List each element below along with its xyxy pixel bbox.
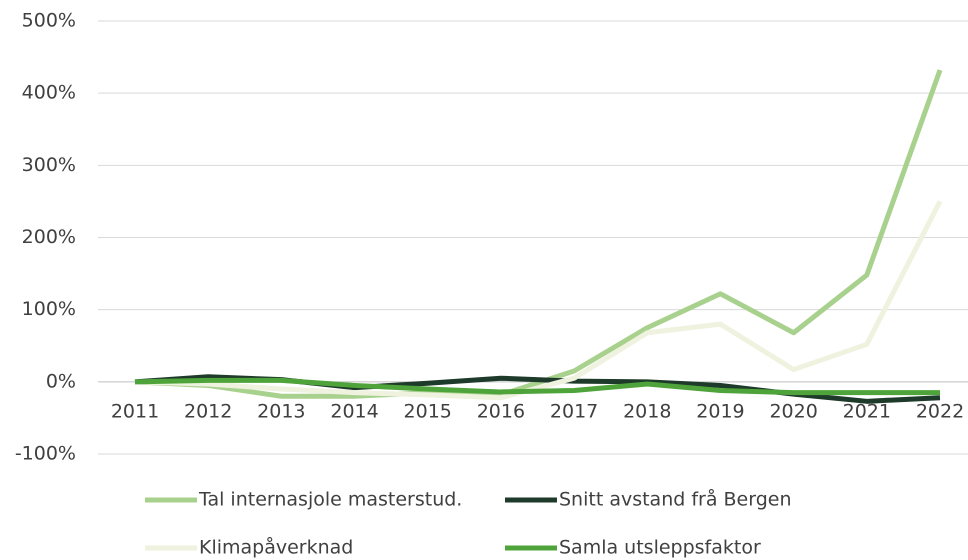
x-tick-label: 2011: [111, 401, 159, 423]
line-series: [134, 69, 943, 399]
x-tick-label: 2022: [916, 401, 964, 423]
y-tick-label: 0%: [46, 370, 76, 392]
x-tick-label: 2020: [769, 401, 817, 423]
x-tick-label: 2013: [257, 401, 305, 423]
legend-label: Tal internasjole masterstud.: [198, 489, 462, 511]
x-tick-label: 2012: [184, 401, 232, 423]
legend-label: Samla utsleppsfaktor: [559, 537, 761, 559]
x-tick-label: 2021: [843, 401, 891, 423]
y-tick-label: 200%: [22, 226, 76, 248]
y-tick-label: 400%: [22, 82, 76, 104]
x-tick-label: 2019: [696, 401, 744, 423]
y-tick-label: 500%: [22, 10, 76, 32]
legend-label: Snitt avstand frå Bergen: [559, 488, 792, 511]
y-tick-label: 100%: [22, 298, 76, 320]
line-series: [134, 200, 943, 401]
legend-label: Klimapåverknad: [199, 536, 353, 559]
x-tick-label: 2015: [404, 401, 452, 423]
y-tick-label: 300%: [22, 154, 76, 176]
x-tick-label: 2016: [477, 401, 525, 423]
x-tick-label: 2014: [330, 401, 378, 423]
line-series: [134, 377, 940, 396]
x-tick-label: 2018: [623, 401, 671, 423]
y-tick-label: -100%: [15, 443, 76, 465]
x-tick-label: 2017: [550, 401, 598, 423]
